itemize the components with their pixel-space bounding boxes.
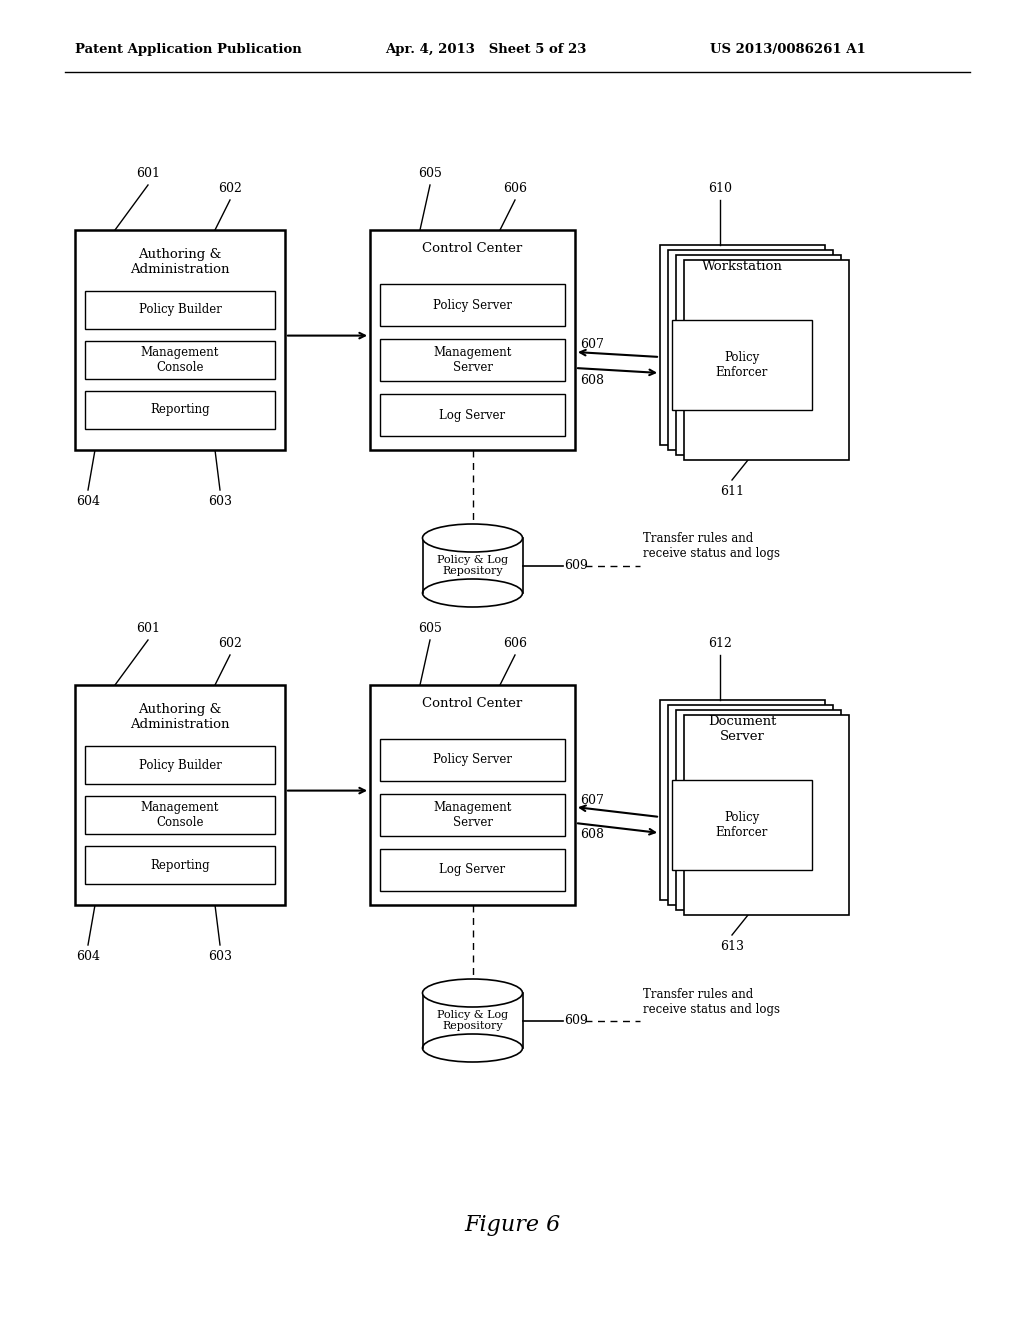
- Text: Transfer rules and
receive status and logs: Transfer rules and receive status and lo…: [643, 987, 780, 1015]
- Bar: [660, 246, 825, 445]
- Text: Document
Server: Document Server: [709, 715, 776, 743]
- Bar: [85, 391, 275, 429]
- Bar: [380, 339, 565, 381]
- Text: Policy Builder: Policy Builder: [138, 759, 221, 771]
- Text: 607: 607: [580, 338, 604, 351]
- Text: Control Center: Control Center: [422, 242, 522, 255]
- Text: 605: 605: [418, 168, 442, 180]
- Text: Policy Server: Policy Server: [433, 298, 512, 312]
- Text: Authoring &
Administration: Authoring & Administration: [130, 704, 229, 731]
- Text: Policy Builder: Policy Builder: [138, 304, 221, 317]
- Bar: [75, 685, 285, 906]
- Text: Policy
Enforcer: Policy Enforcer: [716, 351, 768, 379]
- Bar: [370, 230, 575, 450]
- Text: Policy Server: Policy Server: [433, 754, 512, 767]
- Bar: [380, 795, 565, 836]
- Text: Control Center: Control Center: [422, 697, 522, 710]
- Text: Apr. 4, 2013   Sheet 5 of 23: Apr. 4, 2013 Sheet 5 of 23: [385, 44, 587, 57]
- Text: Transfer rules and
receive status and logs: Transfer rules and receive status and lo…: [643, 532, 780, 561]
- Bar: [668, 249, 833, 450]
- Ellipse shape: [423, 524, 522, 552]
- Text: Workstation: Workstation: [702, 260, 783, 273]
- Bar: [684, 260, 849, 459]
- Text: 603: 603: [208, 495, 232, 508]
- Text: 601: 601: [136, 168, 160, 180]
- Text: 610: 610: [708, 182, 732, 195]
- Text: Management
Console: Management Console: [141, 346, 219, 374]
- Text: 608: 608: [580, 829, 604, 842]
- Bar: [380, 284, 565, 326]
- Bar: [380, 393, 565, 436]
- Text: Figure 6: Figure 6: [464, 1214, 560, 1236]
- Text: 606: 606: [503, 182, 527, 195]
- Text: Policy & Log
Repository: Policy & Log Repository: [437, 554, 508, 577]
- Bar: [684, 715, 849, 915]
- Bar: [85, 746, 275, 784]
- Bar: [380, 849, 565, 891]
- Text: 608: 608: [580, 374, 604, 387]
- Text: Management
Console: Management Console: [141, 801, 219, 829]
- Bar: [370, 685, 575, 906]
- Text: 604: 604: [76, 950, 100, 964]
- Bar: [75, 230, 285, 450]
- Ellipse shape: [423, 979, 522, 1007]
- Text: US 2013/0086261 A1: US 2013/0086261 A1: [710, 44, 865, 57]
- Bar: [676, 710, 841, 909]
- Bar: [668, 705, 833, 906]
- Text: 603: 603: [208, 950, 232, 964]
- Text: 607: 607: [580, 793, 604, 807]
- Text: Log Server: Log Server: [439, 408, 506, 421]
- Text: 601: 601: [136, 622, 160, 635]
- Text: Patent Application Publication: Patent Application Publication: [75, 44, 302, 57]
- Text: 602: 602: [218, 638, 242, 649]
- Text: 611: 611: [720, 484, 744, 498]
- Text: Management
Server: Management Server: [433, 346, 512, 374]
- Text: 613: 613: [720, 940, 744, 953]
- Bar: [672, 780, 812, 870]
- Text: 609: 609: [564, 558, 589, 572]
- Polygon shape: [423, 539, 522, 593]
- Text: Policy
Enforcer: Policy Enforcer: [716, 810, 768, 840]
- Bar: [676, 255, 841, 455]
- Text: Policy & Log
Repository: Policy & Log Repository: [437, 1010, 508, 1031]
- Text: Log Server: Log Server: [439, 863, 506, 876]
- Bar: [85, 341, 275, 379]
- Bar: [660, 700, 825, 900]
- Text: 606: 606: [503, 638, 527, 649]
- Text: Reporting: Reporting: [151, 858, 210, 871]
- Ellipse shape: [423, 1034, 522, 1063]
- Text: 604: 604: [76, 495, 100, 508]
- Text: 602: 602: [218, 182, 242, 195]
- Text: 612: 612: [708, 638, 732, 649]
- Polygon shape: [423, 993, 522, 1048]
- Text: Management
Server: Management Server: [433, 801, 512, 829]
- Bar: [85, 290, 275, 329]
- Text: Reporting: Reporting: [151, 404, 210, 417]
- Ellipse shape: [423, 579, 522, 607]
- Bar: [672, 319, 812, 411]
- Bar: [380, 739, 565, 781]
- Bar: [85, 846, 275, 884]
- Text: 605: 605: [418, 622, 442, 635]
- Text: Authoring &
Administration: Authoring & Administration: [130, 248, 229, 276]
- Text: 609: 609: [564, 1014, 589, 1027]
- Bar: [85, 796, 275, 834]
